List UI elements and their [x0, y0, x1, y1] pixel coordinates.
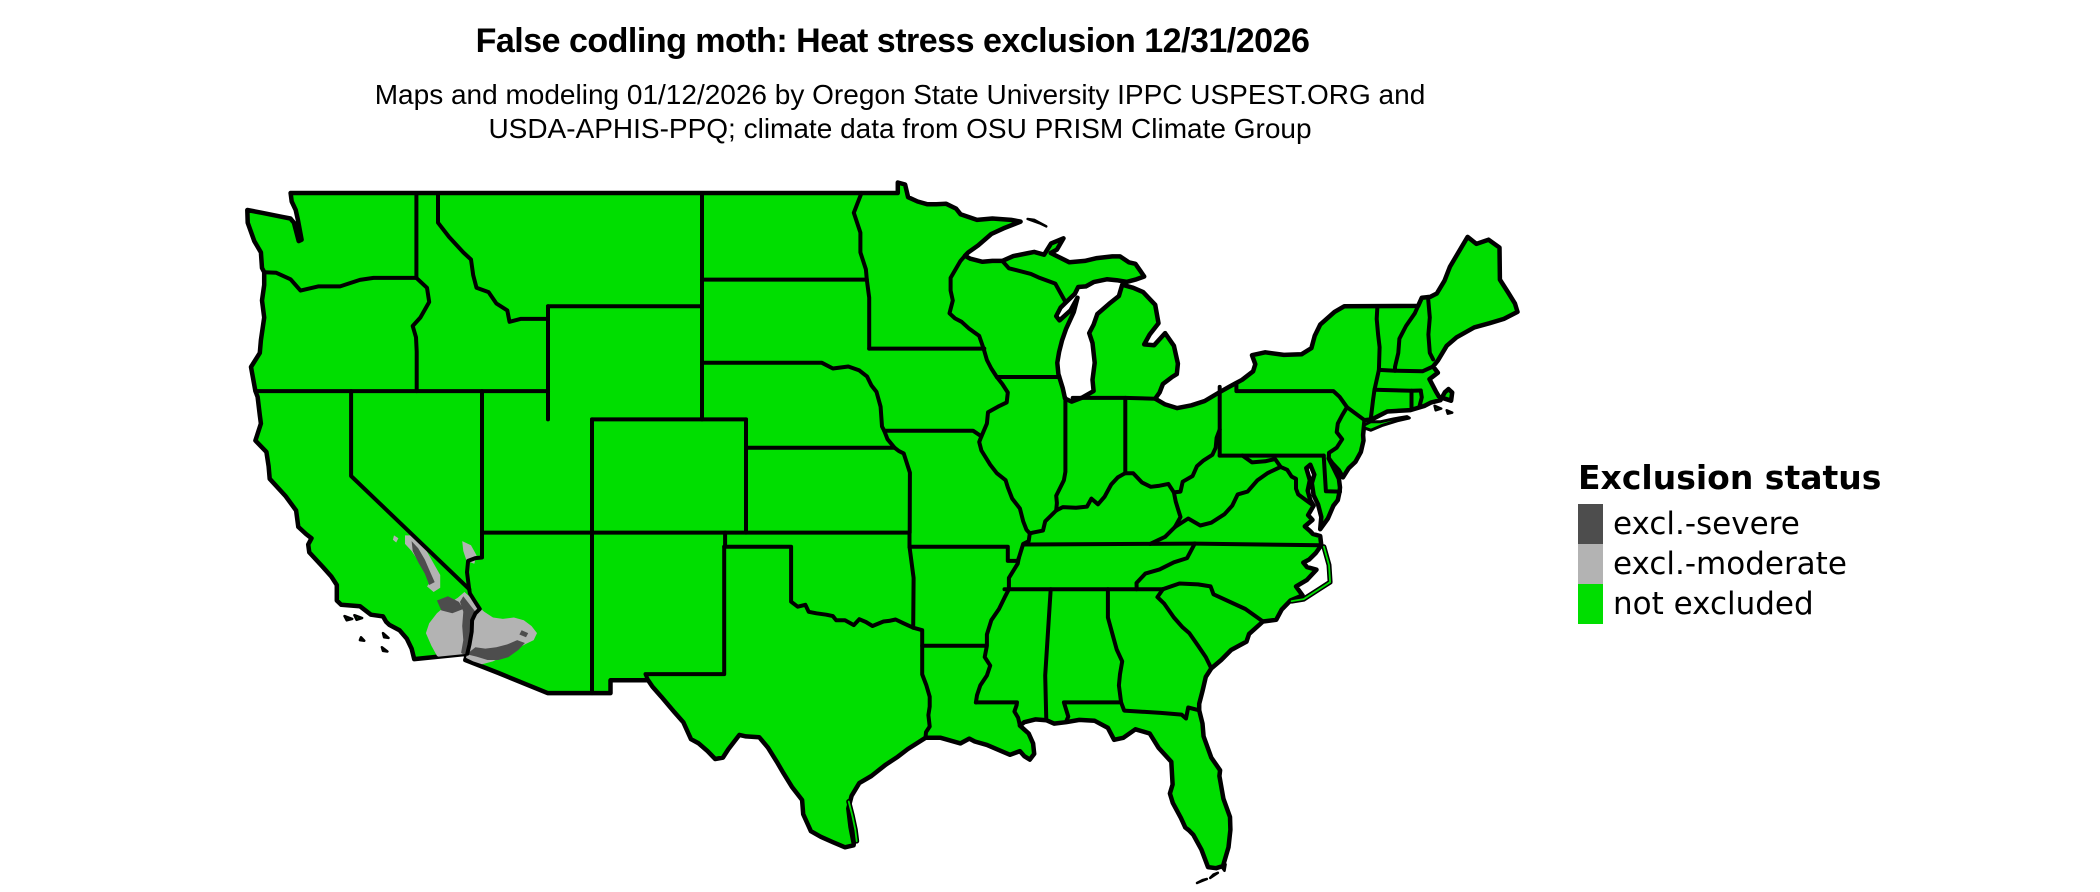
legend-label-not-excluded: not excluded	[1613, 586, 1814, 622]
legend-item-not-excluded: not excluded	[1578, 584, 1881, 624]
subtitle-line-2: USDA-APHIS-PPQ; climate data from OSU PR…	[488, 113, 1312, 144]
severe-color-swatch	[1578, 504, 1603, 544]
us-landmass	[245, 180, 1520, 871]
subtitle-line-1: Maps and modeling 01/12/2026 by Oregon S…	[374, 79, 1426, 110]
legend-title: Exclusion status	[1578, 458, 1882, 497]
islands	[343, 217, 1454, 885]
state-borders	[253, 191, 1436, 740]
moderate-color-swatch	[1578, 544, 1603, 584]
legend-item-moderate: excl.-moderate	[1578, 544, 1881, 584]
barrier-islands	[846, 544, 1333, 844]
figure-subtitle: Maps and modeling 01/12/2026 by Oregon S…	[0, 78, 1800, 146]
long-island	[1362, 415, 1411, 432]
figure-title: False codling moth: Heat stress exclusio…	[475, 22, 1310, 60]
not-excluded-color-swatch	[1578, 584, 1603, 624]
legend-label-moderate: excl.-moderate	[1613, 546, 1847, 582]
exclusion-severe-patches	[411, 541, 529, 660]
legend-item-severe: excl.-severe	[1578, 504, 1881, 544]
legend: Exclusion status excl.-severe excl.-mode…	[1578, 460, 1881, 624]
legend-label-severe: excl.-severe	[1613, 506, 1800, 542]
